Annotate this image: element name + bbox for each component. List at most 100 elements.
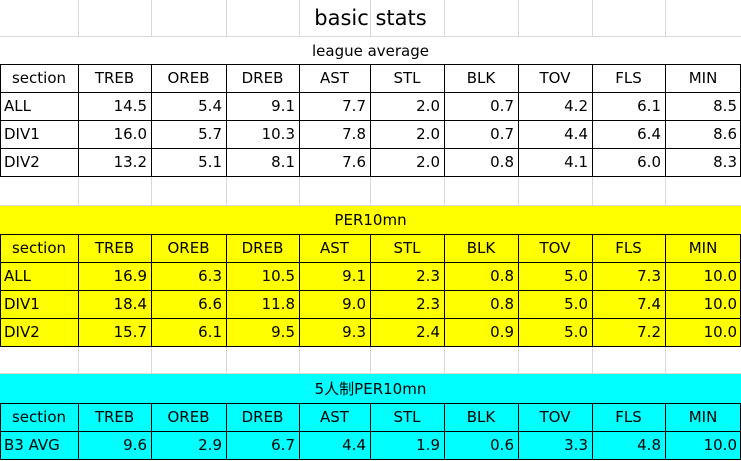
column-header[interactable]: OREB [167, 239, 210, 257]
stat-cell[interactable]: 7.8 [342, 125, 366, 143]
stat-cell[interactable]: 2.0 [416, 153, 440, 171]
column-header[interactable]: BLK [466, 408, 496, 426]
column-header[interactable]: STL [393, 69, 421, 87]
column-header[interactable]: TOV [539, 69, 571, 87]
stat-cell[interactable]: 6.4 [637, 125, 661, 143]
stat-cell[interactable]: 11.8 [261, 295, 295, 313]
column-header[interactable]: TOV [539, 408, 571, 426]
stat-cell[interactable]: 0.8 [490, 295, 514, 313]
stat-cell[interactable]: 14.5 [113, 97, 147, 115]
stat-cell[interactable]: 10.0 [703, 436, 737, 454]
column-header[interactable]: DREB [241, 408, 284, 426]
stat-cell[interactable]: 8.5 [713, 97, 737, 115]
stat-cell[interactable]: 0.8 [490, 153, 514, 171]
stat-cell[interactable]: 16.0 [113, 125, 147, 143]
column-header[interactable]: BLK [466, 69, 496, 87]
stat-cell[interactable]: 2.9 [198, 436, 222, 454]
column-header[interactable]: OREB [167, 69, 210, 87]
stat-cell[interactable]: 9.1 [271, 97, 295, 115]
column-header[interactable]: STL [393, 408, 421, 426]
stat-cell[interactable]: 8.6 [713, 125, 737, 143]
stat-cell[interactable]: 6.1 [198, 323, 222, 341]
stat-cell[interactable]: 0.7 [490, 97, 514, 115]
stat-cell[interactable]: 7.3 [637, 267, 661, 285]
column-header[interactable]: section [11, 69, 67, 87]
column-header[interactable]: AST [320, 69, 349, 87]
column-header[interactable]: section [11, 239, 67, 257]
stat-cell[interactable]: 1.9 [416, 436, 440, 454]
stat-cell[interactable]: 4.1 [564, 153, 588, 171]
column-header[interactable]: STL [393, 239, 421, 257]
row-label[interactable]: ALL [4, 97, 31, 115]
stat-cell[interactable]: 2.3 [416, 295, 440, 313]
row-label[interactable]: DIV2 [4, 323, 40, 341]
stat-cell[interactable]: 5.4 [198, 97, 222, 115]
stat-cell[interactable]: 16.9 [113, 267, 147, 285]
stat-cell[interactable]: 0.8 [490, 267, 514, 285]
column-header[interactable]: DREB [241, 239, 284, 257]
stat-cell[interactable]: 6.7 [271, 436, 295, 454]
column-header[interactable]: FLS [615, 69, 642, 87]
row-label[interactable]: DIV2 [4, 153, 40, 171]
column-header[interactable]: TOV [539, 239, 571, 257]
row-label[interactable]: B3 AVG [4, 436, 60, 454]
stat-cell[interactable]: 7.7 [342, 97, 366, 115]
stat-cell[interactable]: 6.3 [198, 267, 222, 285]
column-header[interactable]: BLK [466, 239, 496, 257]
stat-cell[interactable]: 5.7 [198, 125, 222, 143]
row-label[interactable]: DIV1 [4, 295, 40, 313]
stat-cell[interactable]: 0.6 [490, 436, 514, 454]
column-header[interactable]: MIN [688, 239, 718, 257]
column-header[interactable]: FLS [615, 239, 642, 257]
column-header[interactable]: DREB [241, 69, 284, 87]
stat-cell[interactable]: 10.0 [703, 323, 737, 341]
stat-cell[interactable]: 6.6 [198, 295, 222, 313]
stat-cell[interactable]: 4.4 [342, 436, 366, 454]
column-header[interactable]: MIN [688, 69, 718, 87]
stat-cell[interactable]: 9.0 [342, 295, 366, 313]
stat-cell[interactable]: 5.1 [198, 153, 222, 171]
stat-cell[interactable]: 13.2 [113, 153, 147, 171]
stat-cell[interactable]: 9.3 [342, 323, 366, 341]
column-header[interactable]: FLS [615, 408, 642, 426]
stat-cell[interactable]: 0.7 [490, 125, 514, 143]
stat-cell[interactable]: 2.0 [416, 97, 440, 115]
stat-cell[interactable]: 10.5 [261, 267, 295, 285]
stat-cell[interactable]: 5.0 [564, 323, 588, 341]
stat-cell[interactable]: 2.4 [416, 323, 440, 341]
stat-cell[interactable]: 5.0 [564, 295, 588, 313]
stat-cell[interactable]: 10.0 [703, 295, 737, 313]
column-header[interactable]: TREB [94, 408, 135, 426]
column-header[interactable]: AST [320, 408, 349, 426]
column-header[interactable]: MIN [688, 408, 718, 426]
stat-cell[interactable]: 8.1 [271, 153, 295, 171]
stat-cell[interactable]: 10.3 [261, 125, 295, 143]
stat-cell[interactable]: 8.3 [713, 153, 737, 171]
stat-cell[interactable]: 9.1 [342, 267, 366, 285]
stat-cell[interactable]: 0.9 [490, 323, 514, 341]
stat-cell[interactable]: 18.4 [113, 295, 147, 313]
row-label[interactable]: DIV1 [4, 125, 40, 143]
stat-cell[interactable]: 6.1 [637, 97, 661, 115]
column-header[interactable]: TREB [94, 69, 135, 87]
stat-cell[interactable]: 7.6 [342, 153, 366, 171]
column-header[interactable]: section [11, 408, 67, 426]
stat-cell[interactable]: 7.4 [637, 295, 661, 313]
stat-cell[interactable]: 2.3 [416, 267, 440, 285]
stat-cell[interactable]: 10.0 [703, 267, 737, 285]
stat-cell[interactable]: 4.2 [564, 97, 588, 115]
stat-cell[interactable]: 9.6 [123, 436, 147, 454]
stat-cell[interactable]: 5.0 [564, 267, 588, 285]
stat-cell[interactable]: 3.3 [564, 436, 588, 454]
stat-cell[interactable]: 7.2 [637, 323, 661, 341]
stat-cell[interactable]: 6.0 [637, 153, 661, 171]
stat-cell[interactable]: 2.0 [416, 125, 440, 143]
stat-cell[interactable]: 4.4 [564, 125, 588, 143]
row-label[interactable]: ALL [4, 267, 31, 285]
stat-cell[interactable]: 4.8 [637, 436, 661, 454]
column-header[interactable]: AST [320, 239, 349, 257]
stat-cell[interactable]: 9.5 [271, 323, 295, 341]
column-header[interactable]: OREB [167, 408, 210, 426]
column-header[interactable]: TREB [94, 239, 135, 257]
stat-cell[interactable]: 15.7 [113, 323, 147, 341]
